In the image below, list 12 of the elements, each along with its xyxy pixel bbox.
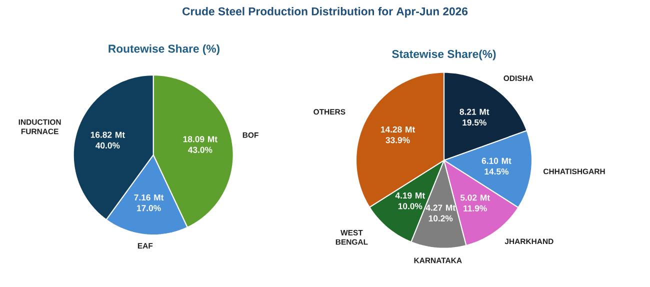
- data-label: 5.02 Mt 11.9%: [460, 194, 490, 212]
- text: Crude Steel Production Distribution for Apr-Jun 2026: [182, 7, 468, 18]
- data-label: 7.16 Mt 17.0%: [134, 194, 164, 212]
- chart-subtitle: Routewise Share (%): [108, 44, 220, 55]
- data-label: 6.10 Mt 14.5%: [482, 158, 512, 175]
- data-label: 16.82 Mt 40.0%: [90, 132, 125, 149]
- data-label: 4.19 Mt 10.0%: [395, 192, 425, 210]
- chart-title: Statewise Share(%): [392, 50, 496, 60]
- data-label: 18.09 Mt 43.0%: [183, 136, 218, 153]
- data-label: 8.21 Mt 19.5%: [460, 108, 490, 126]
- data-label: 4.27 Mt 10.2%: [426, 204, 456, 222]
- data-label: 14.28 Mt 33.9%: [380, 126, 416, 144]
